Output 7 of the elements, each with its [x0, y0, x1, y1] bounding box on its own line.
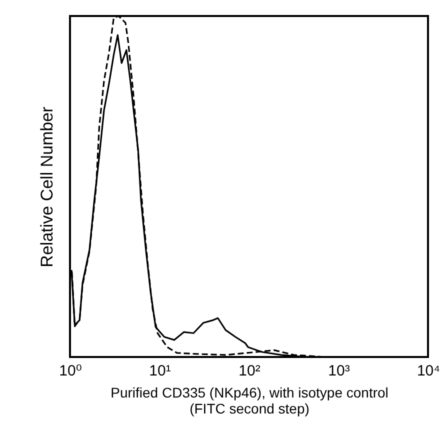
x-tick-label: 10³ [328, 362, 350, 380]
x-axis-title: Purified CD335 (NKp46), with isotype control (FITC second step) [110, 384, 388, 416]
x-tick-label: 10¹ [149, 362, 171, 380]
x-tick-label: 10⁰ [59, 362, 82, 380]
x-tick-label: 10² [238, 362, 260, 380]
x-tick-label: 10⁴ [416, 362, 440, 380]
y-axis-title: Relative Cell Number [38, 106, 56, 268]
